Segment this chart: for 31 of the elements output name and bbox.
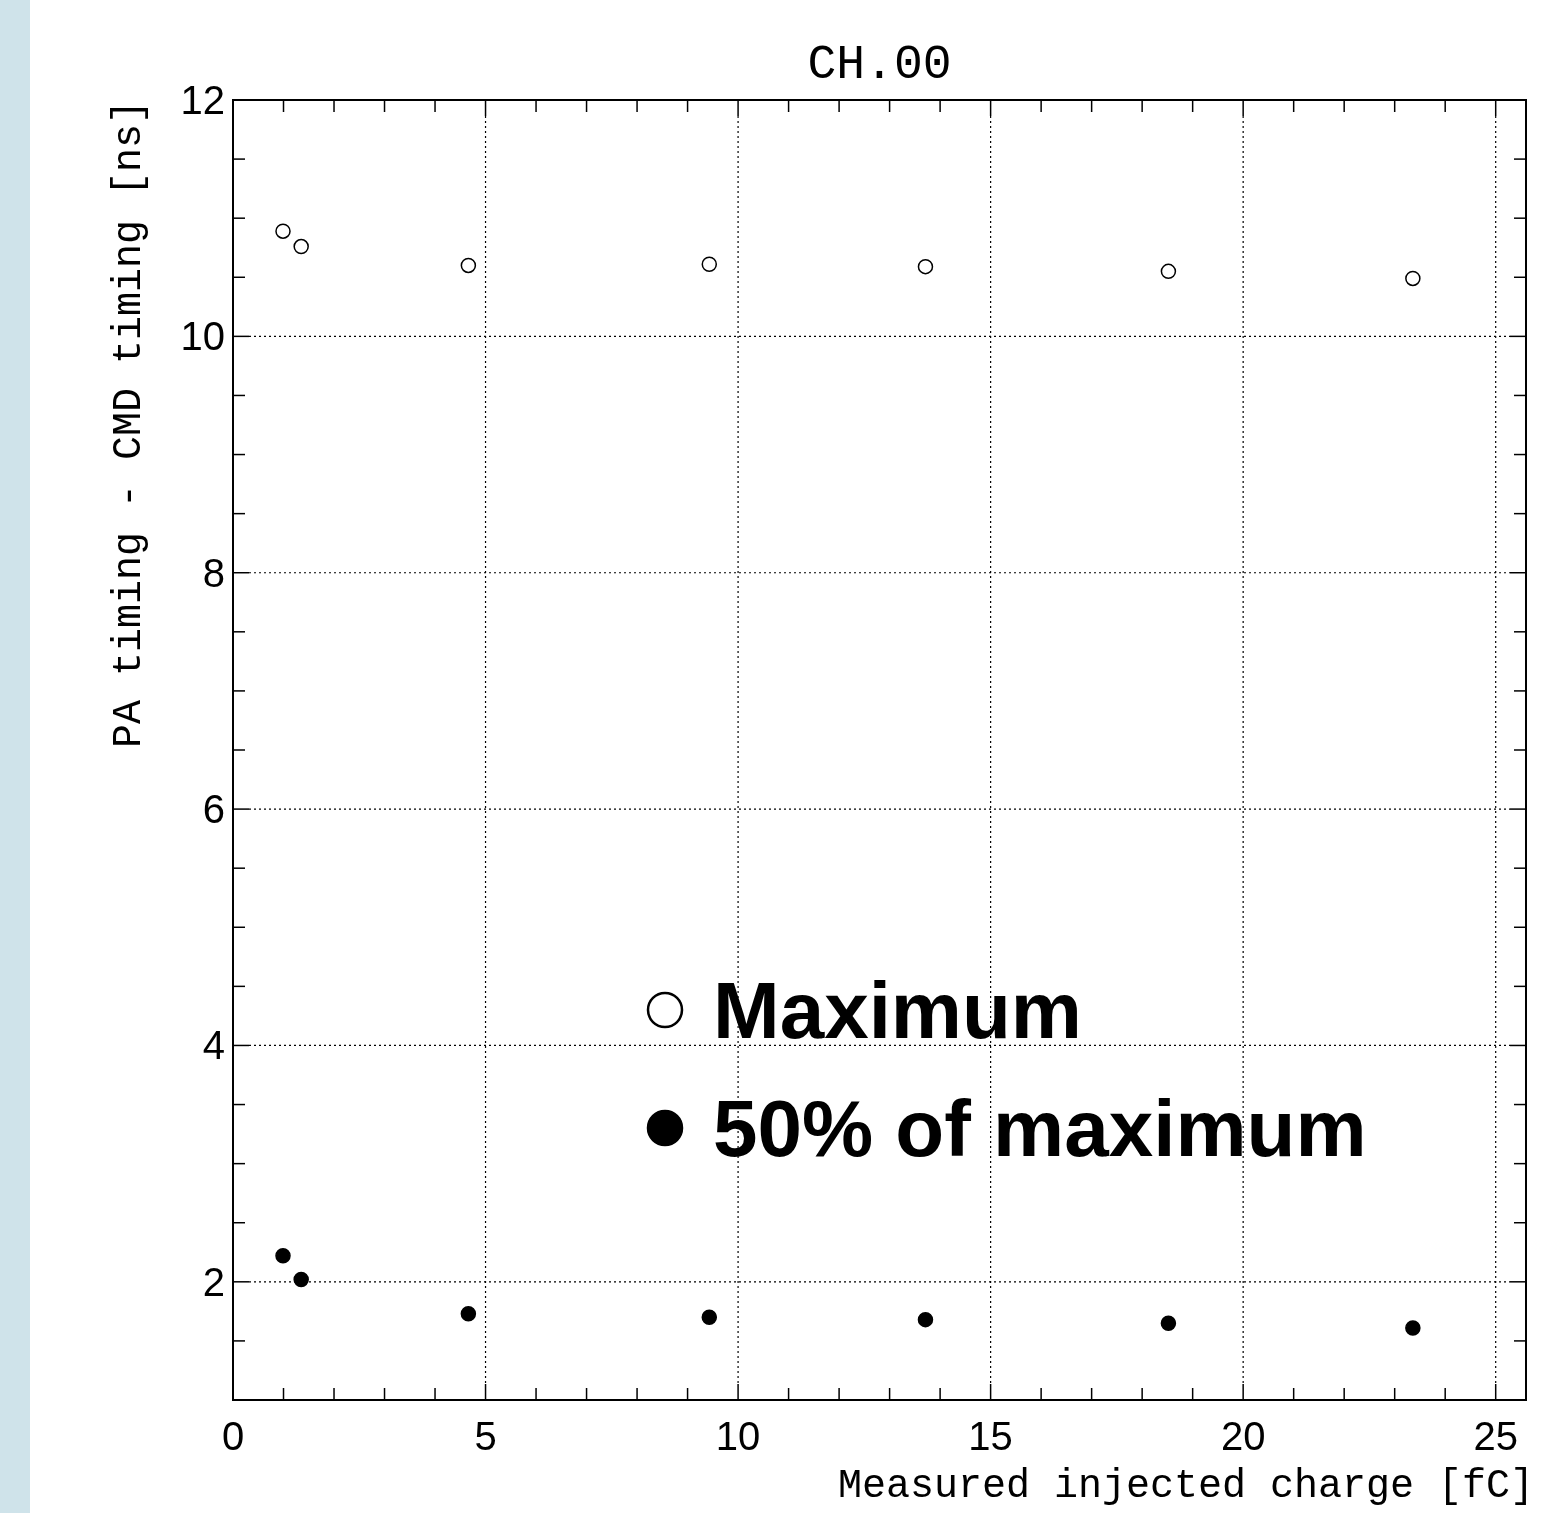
y-axis-title: PA timing - CMD timing [ns] [107,100,152,749]
y-tick-label: 12 [180,78,225,122]
y-tick-label: 6 [202,787,225,832]
point [917,1311,934,1328]
x-tick-label: 15 [968,1414,1013,1458]
point [1405,270,1421,287]
x-tick-label: 10 [715,1414,761,1458]
legend-label: 50% of maximum [713,1084,1367,1173]
x-tick-label: 20 [1220,1414,1266,1458]
point [701,1309,718,1326]
point [293,1271,309,1288]
y-tick-label: 10 [180,314,225,359]
point [275,223,291,239]
y-tick-label: 2 [202,1259,225,1304]
point [293,238,309,255]
point [701,256,718,273]
point [1160,263,1177,280]
x-tick-label: 5 [474,1414,497,1458]
point [1160,1315,1177,1331]
x-tick-label: 0 [221,1414,245,1458]
point [1405,1320,1421,1336]
point [917,258,934,275]
point [460,1305,477,1322]
x-tick-label: 25 [1473,1414,1518,1458]
y-tick-label: 4 [202,1023,225,1068]
y-tick-label: 8 [202,550,225,595]
point [460,257,477,274]
x-axis-title: Measured injected charge [fC] [837,1464,1534,1509]
chart-title: CH.00 [807,38,952,92]
legend-label: Maximum [713,966,1082,1055]
point [275,1248,291,1264]
